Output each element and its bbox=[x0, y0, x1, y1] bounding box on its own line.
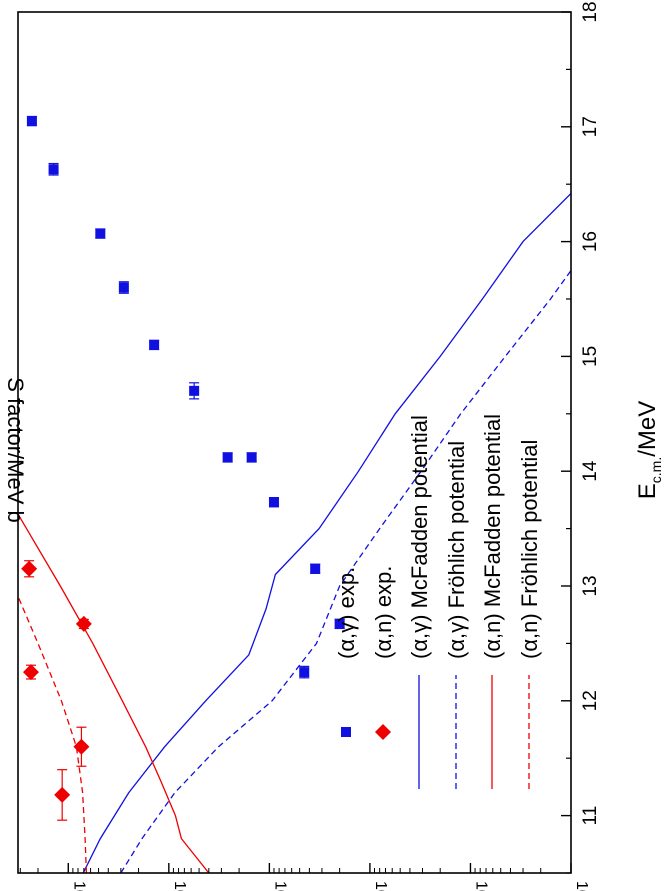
point-square bbox=[189, 385, 200, 396]
x-tick-label: 16 bbox=[580, 231, 601, 252]
x-tick-label: 18 bbox=[580, 1, 601, 22]
x-tick-label: 17 bbox=[580, 116, 601, 137]
point-square bbox=[310, 563, 321, 574]
curve-dashed bbox=[18, 594, 88, 873]
point-square bbox=[118, 282, 129, 293]
legend-content: (α,γ) exp. (α,n) exp. (α,γ) McFadden poten… bbox=[334, 414, 542, 789]
y-tick-label: 1023 bbox=[573, 881, 593, 891]
legend-label: (α,n) exp. bbox=[371, 566, 396, 659]
y-tick-base: 10 bbox=[171, 881, 188, 891]
x-tick-label: 15 bbox=[580, 346, 601, 367]
y-tick-label: 1025 bbox=[372, 881, 392, 891]
y-tick-label: 1028 bbox=[70, 881, 90, 891]
point-diamond bbox=[21, 560, 38, 577]
legend-label: (α,γ) McFadden potential bbox=[407, 415, 432, 659]
legend-label: (α,n) Fröhlich potential bbox=[517, 440, 542, 659]
y-tick-label: 1024 bbox=[472, 881, 492, 891]
point-square bbox=[268, 497, 279, 508]
x-tick-label: 14 bbox=[580, 460, 601, 482]
x-tick-label: 11 bbox=[580, 806, 601, 826]
data-points bbox=[21, 115, 345, 821]
point-diamond bbox=[75, 615, 92, 632]
svg-text:Ec.m./MeV: Ec.m./MeV bbox=[634, 401, 664, 499]
theory-curves bbox=[18, 192, 571, 873]
y-axis-title: S factor/MeV b bbox=[3, 377, 28, 523]
point-square bbox=[26, 116, 37, 127]
legend: (α,γ) exp. (α,n) exp. (α,γ) McFadden poten… bbox=[334, 414, 542, 789]
axes: 11 12 13 14 15 16 17 18 1023 1024 1025 1026 1027 1028 bbox=[19, 1, 601, 891]
point-square bbox=[299, 667, 310, 678]
point-square bbox=[334, 618, 345, 629]
point-square bbox=[149, 339, 160, 350]
point-diamond bbox=[73, 738, 90, 755]
y-tick-label: 1026 bbox=[271, 881, 291, 891]
legend-swatch-diamond bbox=[375, 724, 391, 740]
point-square bbox=[95, 228, 106, 239]
x-axis-title-subscript: c.m. bbox=[648, 457, 664, 483]
point-square bbox=[222, 452, 233, 463]
y-tick-base: 10 bbox=[271, 881, 288, 891]
x-tick-label: 12 bbox=[580, 690, 601, 711]
x-axis-title: Ec.m./MeV bbox=[634, 401, 664, 499]
x-tick-label: 13 bbox=[580, 575, 601, 596]
y-tick-base: 10 bbox=[70, 881, 87, 891]
legend-swatch-square bbox=[341, 727, 351, 737]
x-axis-title-main: E bbox=[634, 483, 661, 499]
y-tick-label: 1027 bbox=[171, 881, 191, 891]
legend-label: (α,γ) exp. bbox=[334, 567, 359, 659]
point-diamond bbox=[54, 786, 71, 803]
legend-label: (α,γ) Fröhlich potential bbox=[444, 441, 469, 659]
plot-frame bbox=[17, 11, 572, 874]
point-square bbox=[246, 452, 257, 463]
legend-label: (α,n) McFadden potential bbox=[480, 414, 505, 659]
curve-solid bbox=[82, 192, 571, 873]
curve-solid bbox=[18, 512, 210, 873]
y-tick-base: 10 bbox=[472, 881, 489, 891]
y-tick-base: 10 bbox=[372, 881, 389, 891]
y-tick-base: 10 bbox=[573, 881, 590, 891]
point-square bbox=[48, 164, 59, 175]
x-axis-title-unit: /MeV bbox=[634, 401, 661, 457]
point-diamond bbox=[22, 664, 39, 681]
